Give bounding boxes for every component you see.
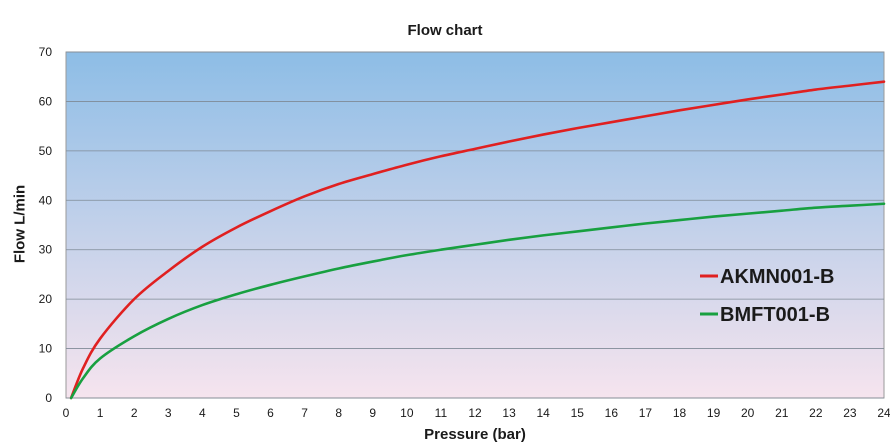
- plot-background: [65, 51, 885, 399]
- x-tick-1: 1: [97, 406, 104, 420]
- y-tick-40: 40: [39, 193, 53, 207]
- y-tick-20: 20: [39, 292, 53, 306]
- x-tick-18: 18: [673, 406, 687, 420]
- grid-lines: [66, 51, 884, 399]
- x-tick-3: 3: [165, 406, 172, 420]
- x-tick-7: 7: [301, 406, 308, 420]
- y-tick-50: 50: [39, 144, 53, 158]
- x-tick-21: 21: [775, 406, 789, 420]
- x-tick-6: 6: [267, 406, 274, 420]
- x-tick-11: 11: [435, 406, 448, 420]
- y-tick-labels: 0 10 20 30 40 50 60 70: [39, 45, 53, 405]
- legend: AKMN001-B BMFT001-B: [700, 266, 834, 326]
- x-tick-23: 23: [843, 406, 857, 420]
- x-tick-20: 20: [741, 406, 755, 420]
- legend-label-1: AKMN001-B: [720, 266, 834, 288]
- x-tick-19: 19: [707, 406, 721, 420]
- x-tick-9: 9: [369, 406, 376, 420]
- x-tick-14: 14: [536, 406, 550, 420]
- legend-label-2: BMFT001-B: [720, 304, 830, 326]
- y-tick-30: 30: [39, 243, 53, 257]
- y-tick-70: 70: [39, 45, 53, 59]
- series-lines: [69, 80, 886, 400]
- x-tick-8: 8: [335, 406, 342, 420]
- x-tick-22: 22: [809, 406, 823, 420]
- x-tick-0: 0: [63, 406, 70, 420]
- x-tick-12: 12: [468, 406, 482, 420]
- x-tick-15: 15: [571, 406, 585, 420]
- x-tick-5: 5: [233, 406, 240, 420]
- x-tick-17: 17: [639, 406, 653, 420]
- x-tick-4: 4: [199, 406, 206, 420]
- chart-title: Flow chart: [407, 22, 483, 39]
- x-tick-16: 16: [605, 406, 619, 420]
- x-tick-13: 13: [502, 406, 516, 420]
- x-tick-10: 10: [400, 406, 414, 420]
- x-tick-24: 24: [877, 406, 890, 420]
- y-tick-60: 60: [39, 94, 53, 108]
- x-tick-2: 2: [131, 406, 138, 420]
- series-line-1: [69, 80, 886, 400]
- x-axis-label: Pressure (bar): [424, 426, 526, 443]
- series-line-2: [69, 202, 886, 400]
- y-tick-0: 0: [45, 391, 52, 405]
- y-tick-10: 10: [39, 342, 53, 356]
- x-tick-labels: 0 1 2 3 4 5 6 7 8 9 10 11 12 13 14 15 16 17 18 19 20 21 22 23 24: [63, 406, 890, 420]
